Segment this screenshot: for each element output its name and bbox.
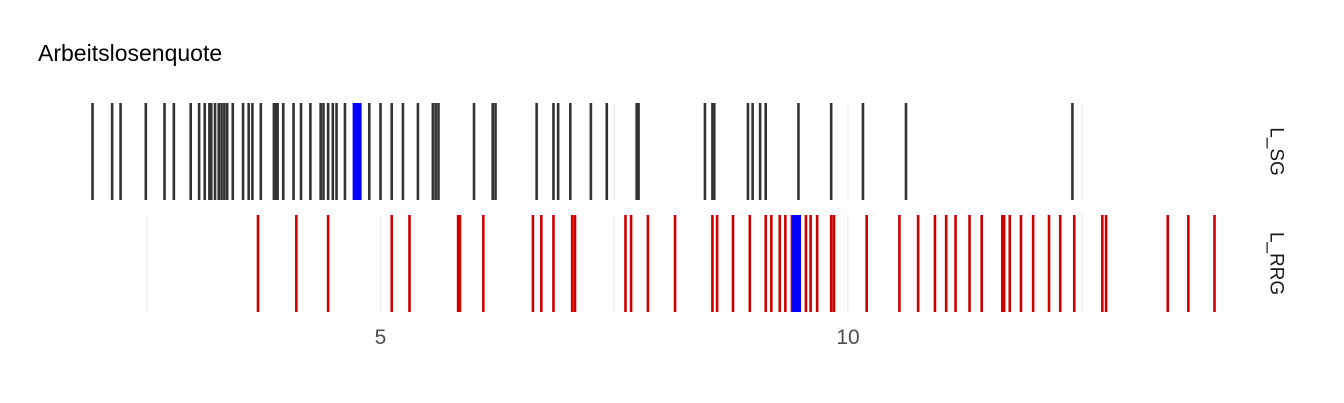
strip-labels: L_SG L_RRG bbox=[1266, 127, 1287, 295]
rug-highlight-mark bbox=[352, 103, 362, 200]
x-tick-label: 5 bbox=[375, 326, 387, 349]
x-axis: 5 10 bbox=[375, 326, 860, 349]
rug-highlight-mark bbox=[792, 215, 802, 312]
facet-strip-label: L_RRG bbox=[1266, 232, 1287, 295]
grid-layer bbox=[146, 103, 1083, 312]
rug-layer bbox=[91, 103, 1216, 312]
facet-strip-label: L_SG bbox=[1266, 127, 1287, 176]
chart-title: Arbeitslosenquote bbox=[38, 40, 223, 66]
x-tick-label: 10 bbox=[836, 326, 859, 349]
